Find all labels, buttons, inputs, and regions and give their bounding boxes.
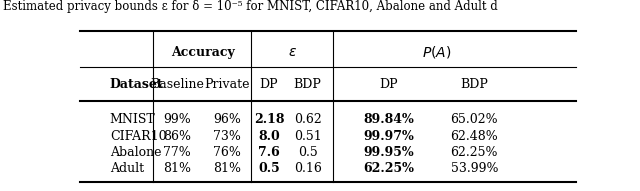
Text: 76%: 76% xyxy=(213,146,241,159)
Text: 99.95%: 99.95% xyxy=(363,146,414,159)
Text: $P(A)$: $P(A)$ xyxy=(422,44,452,60)
Text: DP: DP xyxy=(379,78,398,91)
Text: 81%: 81% xyxy=(213,162,241,175)
Text: 53.99%: 53.99% xyxy=(451,162,498,175)
Text: 77%: 77% xyxy=(163,146,191,159)
Text: Abalone: Abalone xyxy=(110,146,161,159)
Text: 62.25%: 62.25% xyxy=(363,162,414,175)
Text: 62.25%: 62.25% xyxy=(451,146,498,159)
Text: 0.62: 0.62 xyxy=(294,113,321,126)
Text: Dataset: Dataset xyxy=(110,78,163,91)
Text: 73%: 73% xyxy=(213,130,241,143)
Text: Baseline: Baseline xyxy=(150,78,204,91)
Text: DP: DP xyxy=(260,78,278,91)
Text: 0.16: 0.16 xyxy=(294,162,322,175)
Text: CIFAR10: CIFAR10 xyxy=(110,130,166,143)
Text: 65.02%: 65.02% xyxy=(451,113,498,126)
Text: 99%: 99% xyxy=(163,113,191,126)
Text: 96%: 96% xyxy=(213,113,241,126)
Text: MNIST: MNIST xyxy=(110,113,156,126)
Text: 89.84%: 89.84% xyxy=(363,113,414,126)
Text: 86%: 86% xyxy=(163,130,191,143)
Text: 2.18: 2.18 xyxy=(253,113,284,126)
Text: Adult: Adult xyxy=(110,162,144,175)
Text: 0.51: 0.51 xyxy=(294,130,321,143)
Text: BDP: BDP xyxy=(294,78,322,91)
Text: 0.5: 0.5 xyxy=(298,146,317,159)
Text: 0.5: 0.5 xyxy=(258,162,280,175)
Text: 81%: 81% xyxy=(163,162,191,175)
Text: Estimated privacy bounds ε for δ = 10⁻⁵ for MNIST, CIFAR10, Abalone and Adult d: Estimated privacy bounds ε for δ = 10⁻⁵ … xyxy=(3,0,498,13)
Text: BDP: BDP xyxy=(460,78,488,91)
Text: Accuracy: Accuracy xyxy=(171,46,234,59)
Text: Private: Private xyxy=(205,78,250,91)
Text: $\varepsilon$: $\varepsilon$ xyxy=(288,45,297,59)
Text: 62.48%: 62.48% xyxy=(451,130,498,143)
Text: 99.97%: 99.97% xyxy=(363,130,414,143)
Text: 7.6: 7.6 xyxy=(258,146,280,159)
Text: 8.0: 8.0 xyxy=(258,130,280,143)
